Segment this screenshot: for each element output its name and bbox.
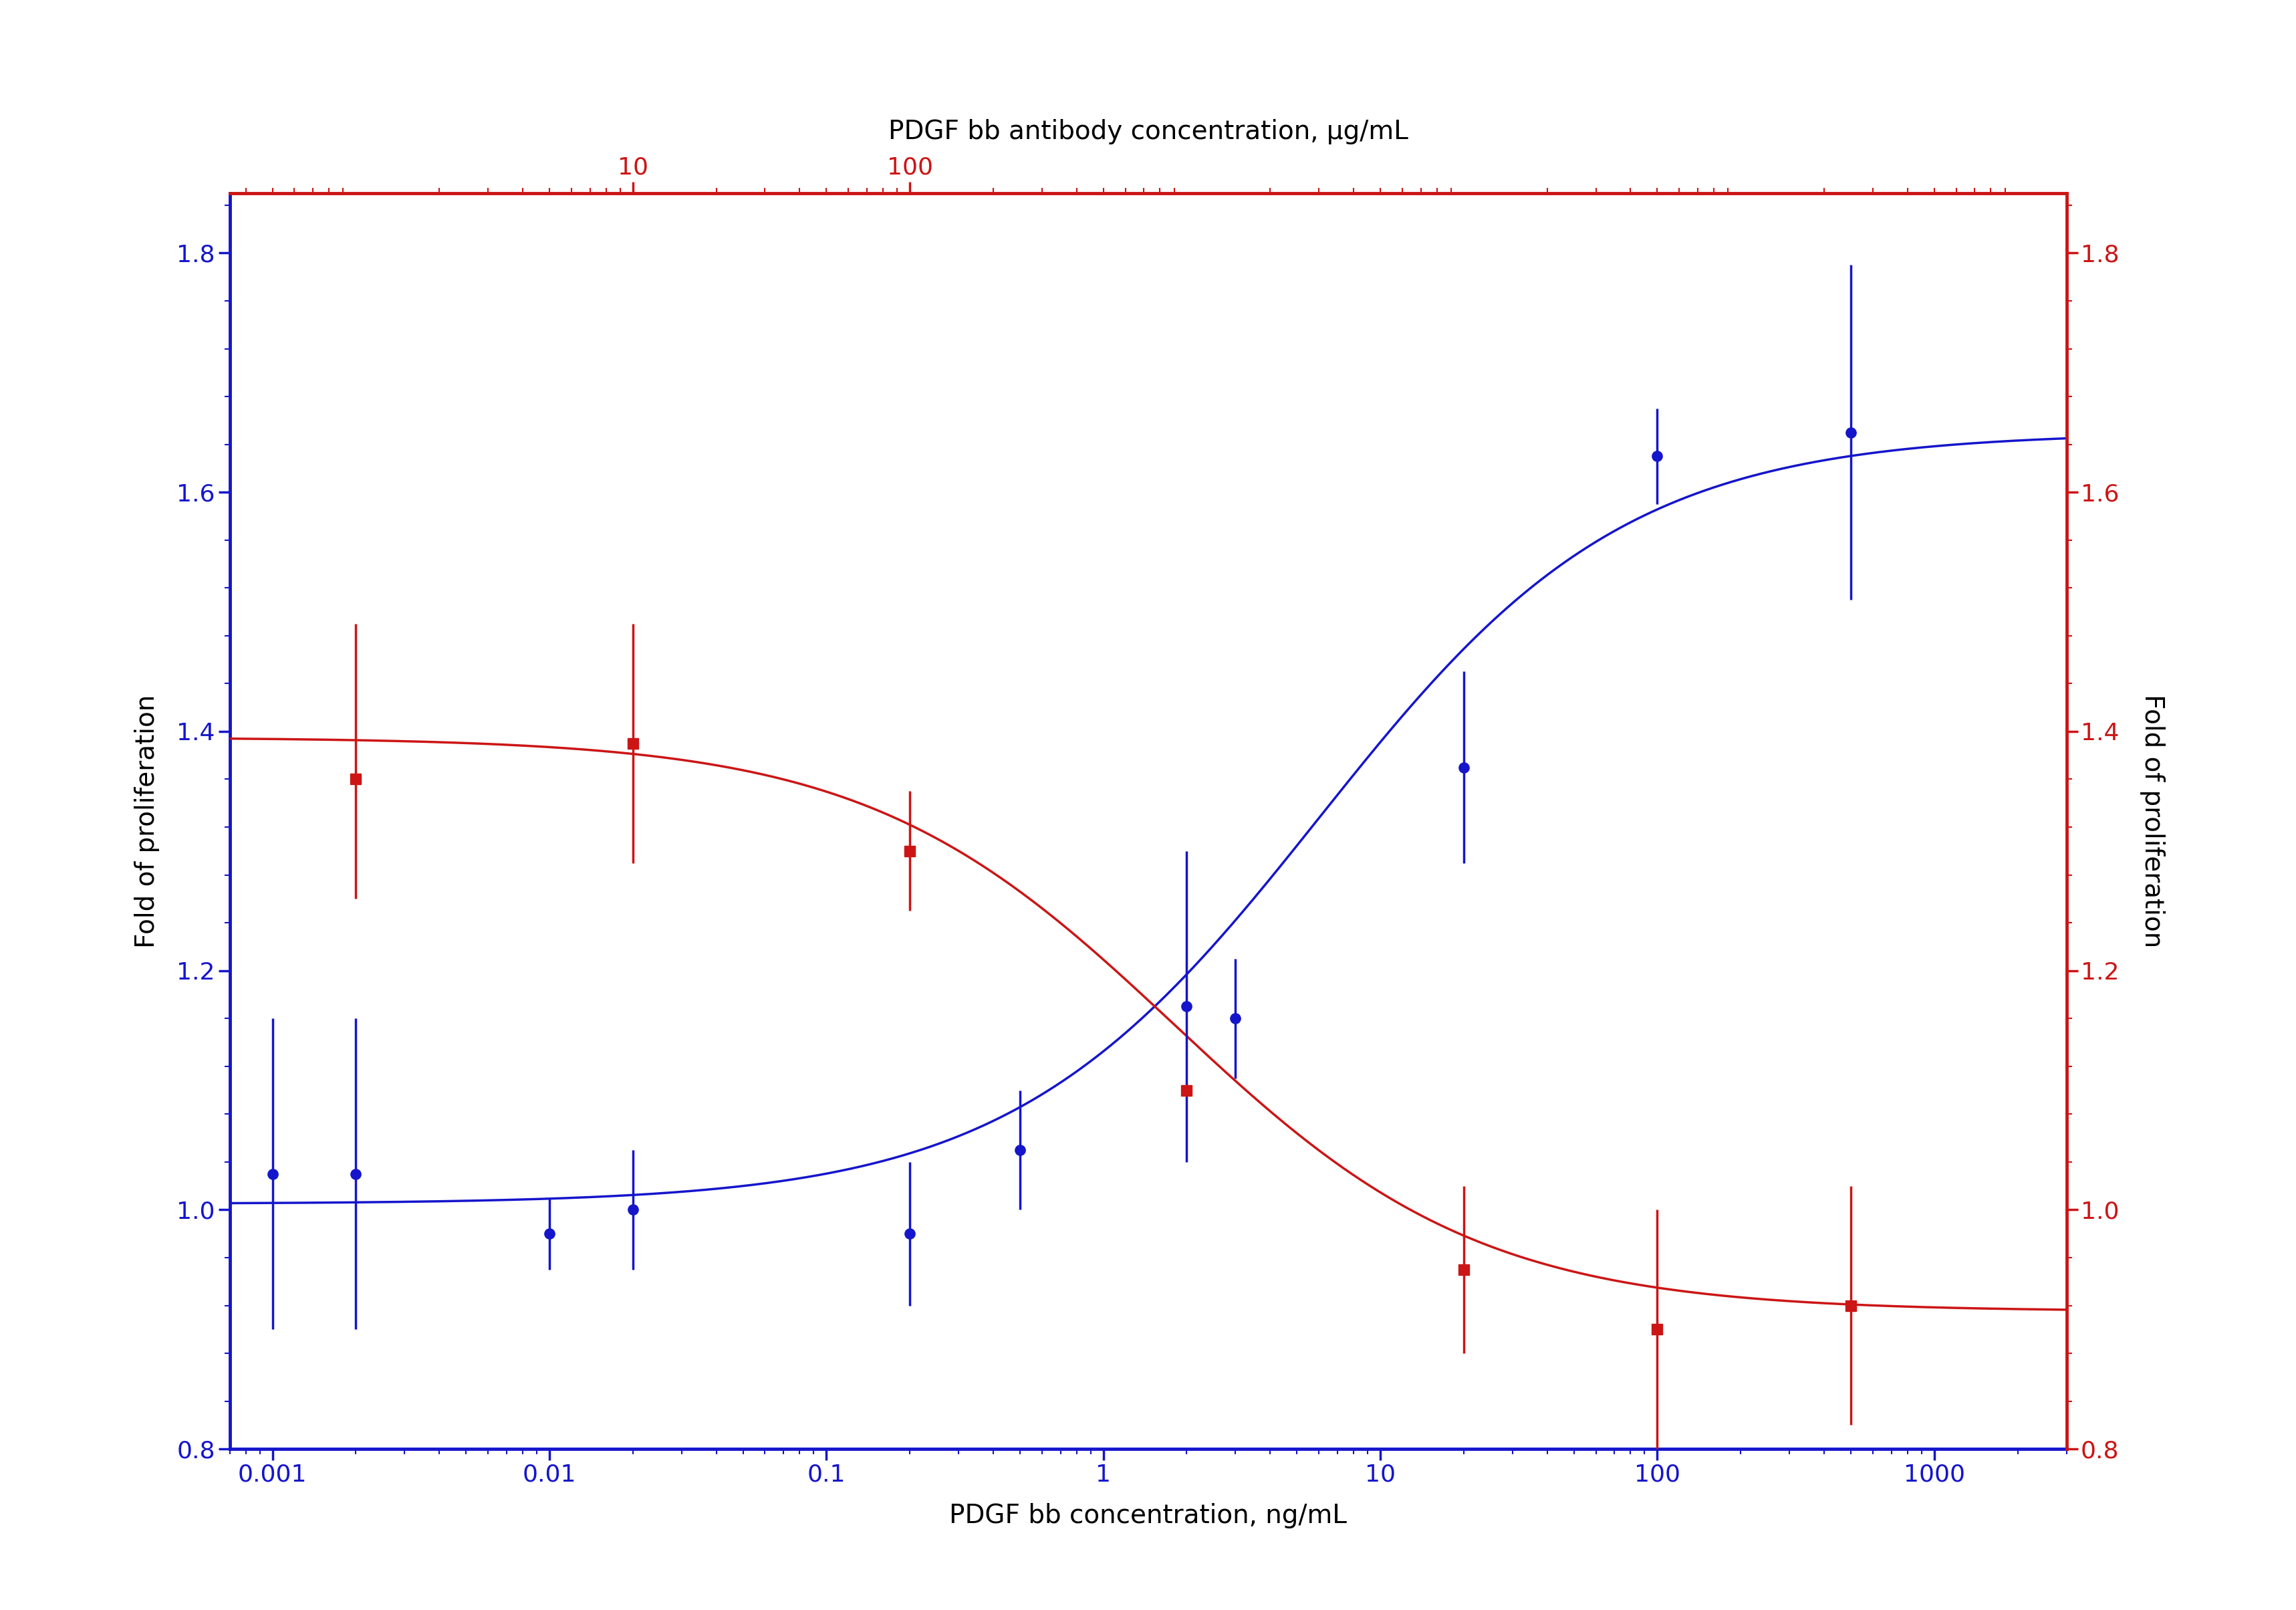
Y-axis label: Fold of proliferation: Fold of proliferation	[2140, 694, 2165, 948]
X-axis label: PDGF bb concentration, ng/mL: PDGF bb concentration, ng/mL	[948, 1502, 1348, 1528]
Y-axis label: Fold of proliferation: Fold of proliferation	[135, 694, 161, 948]
X-axis label: PDGF bb antibody concentration, μg/mL: PDGF bb antibody concentration, μg/mL	[889, 119, 1407, 145]
